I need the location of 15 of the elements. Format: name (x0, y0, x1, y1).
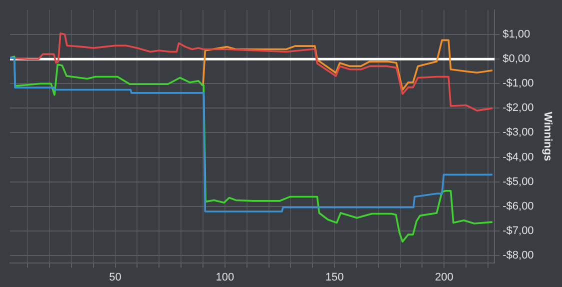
y-tick-label: -$7,00 (502, 224, 534, 237)
y-tick-label: $0,00 (502, 53, 530, 66)
y-tick-label: -$3,00 (502, 126, 534, 139)
y-axis-title: Winnings (541, 112, 554, 162)
y-tick-label: -$8,00 (502, 249, 534, 262)
y-tick-label: -$6,00 (502, 200, 534, 212)
y-tick-label: -$1,00 (502, 78, 534, 90)
x-tick-label: 50 (109, 271, 122, 284)
x-tick-label: 100 (216, 271, 234, 284)
y-tick-label: -$2,00 (502, 102, 534, 114)
x-tick-label: 200 (434, 271, 454, 284)
y-tick-label: $1,00 (502, 28, 530, 41)
x-tick-label: 150 (325, 271, 344, 284)
y-tick-label: -$4,00 (502, 151, 534, 164)
y-tick-label: -$5,00 (502, 176, 534, 188)
